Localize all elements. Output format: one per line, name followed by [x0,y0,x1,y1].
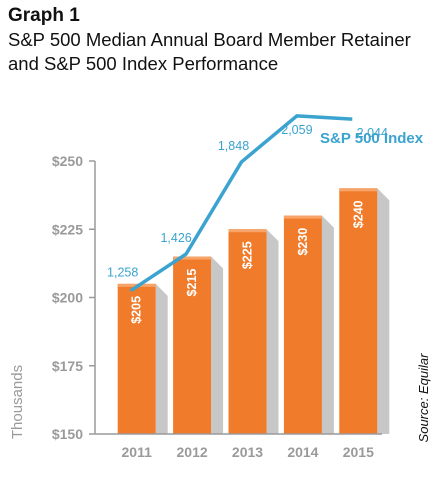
bar-shadow [321,215,334,434]
bars: $205 $215 $225 $230 $240 [117,188,390,434]
chart-heading: Graph 1 S&P 500 Median Annual Board Memb… [8,4,433,76]
y-tick-label: $200 [52,290,83,306]
bar-shadow [377,188,390,434]
index-line-group: 1,258 1,426 1,848 2,059 2,044 [107,114,388,293]
source-note: Source: Equilar [416,353,431,443]
x-tick-label: 2011 [122,444,153,460]
y-tick-label: $250 [52,153,83,169]
bar-value-label: $230 [296,228,310,256]
line-point-label: 1,258 [107,266,138,280]
bar-2014 [283,215,322,434]
bar-highlight [173,256,212,260]
bar-shadow [155,283,168,434]
y-tick-label: $150 [52,426,83,442]
bar-value-label: $240 [351,200,365,228]
line-point-label: 1,426 [160,231,191,245]
bar-highlight [339,188,378,192]
x-tick-label: 2013 [232,444,263,460]
graph-label: Graph 1 [8,5,80,26]
x-tick-label: 2014 [287,444,318,460]
line-point-label: 2,059 [281,123,312,137]
bar-shadow [266,229,279,434]
bar-2015 [339,188,378,434]
index-line [129,114,353,293]
y-axis-ticks: $150 $175 $200 $225 $250 [52,153,96,442]
x-tick-label: 2012 [177,444,208,460]
bar-2012 [173,256,212,434]
bar-value-label: $205 [130,296,144,324]
y-tick-label: $225 [52,221,83,237]
bar-shadow [211,256,224,434]
line-point-label: 1,848 [218,139,249,153]
bar-highlight [228,229,267,233]
x-tick-label: 2015 [343,444,374,460]
line-point-label: 2,044 [357,126,388,140]
chart-title: S&P 500 Median Annual Board Member Retai… [8,29,411,74]
bar-2013 [228,229,267,434]
bar-value-label: $225 [241,241,255,269]
y-axis-label: Thousands [9,365,26,439]
bar-value-label: $215 [185,269,199,297]
y-tick-label: $175 [52,358,83,374]
line-series-label: S&P 500 Index [320,130,424,147]
bar-2011 [117,283,156,434]
bar-highlight [283,215,322,219]
x-axis-ticks: 2011 2012 2013 2014 2015 [95,433,382,460]
